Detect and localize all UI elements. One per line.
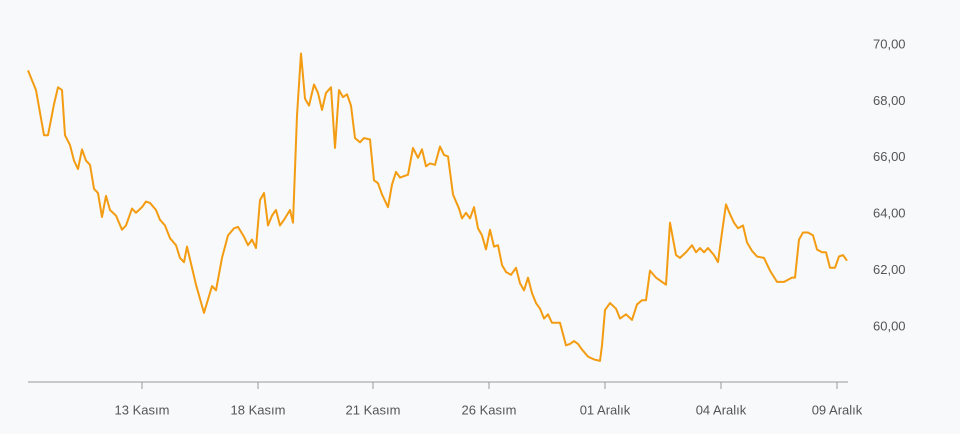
x-tick-label: 26 Kasım [462,402,517,417]
x-tick-label: 04 Aralık [696,402,747,417]
y-tick-label: 64,00 [873,206,906,221]
price-line [27,52,848,362]
y-tick-label: 70,00 [873,36,906,51]
y-tick-label: 66,00 [873,149,906,164]
y-tick-label: 62,00 [873,262,906,277]
x-tick-label: 09 Aralık [812,402,863,417]
x-tick-label: 18 Kasım [231,402,286,417]
x-tick-label: 21 Kasım [346,402,401,417]
y-tick-label: 60,00 [873,318,906,333]
x-tick-label: 13 Kasım [115,402,170,417]
y-tick-label: 68,00 [873,93,906,108]
x-tick-label: 01 Aralık [580,402,631,417]
